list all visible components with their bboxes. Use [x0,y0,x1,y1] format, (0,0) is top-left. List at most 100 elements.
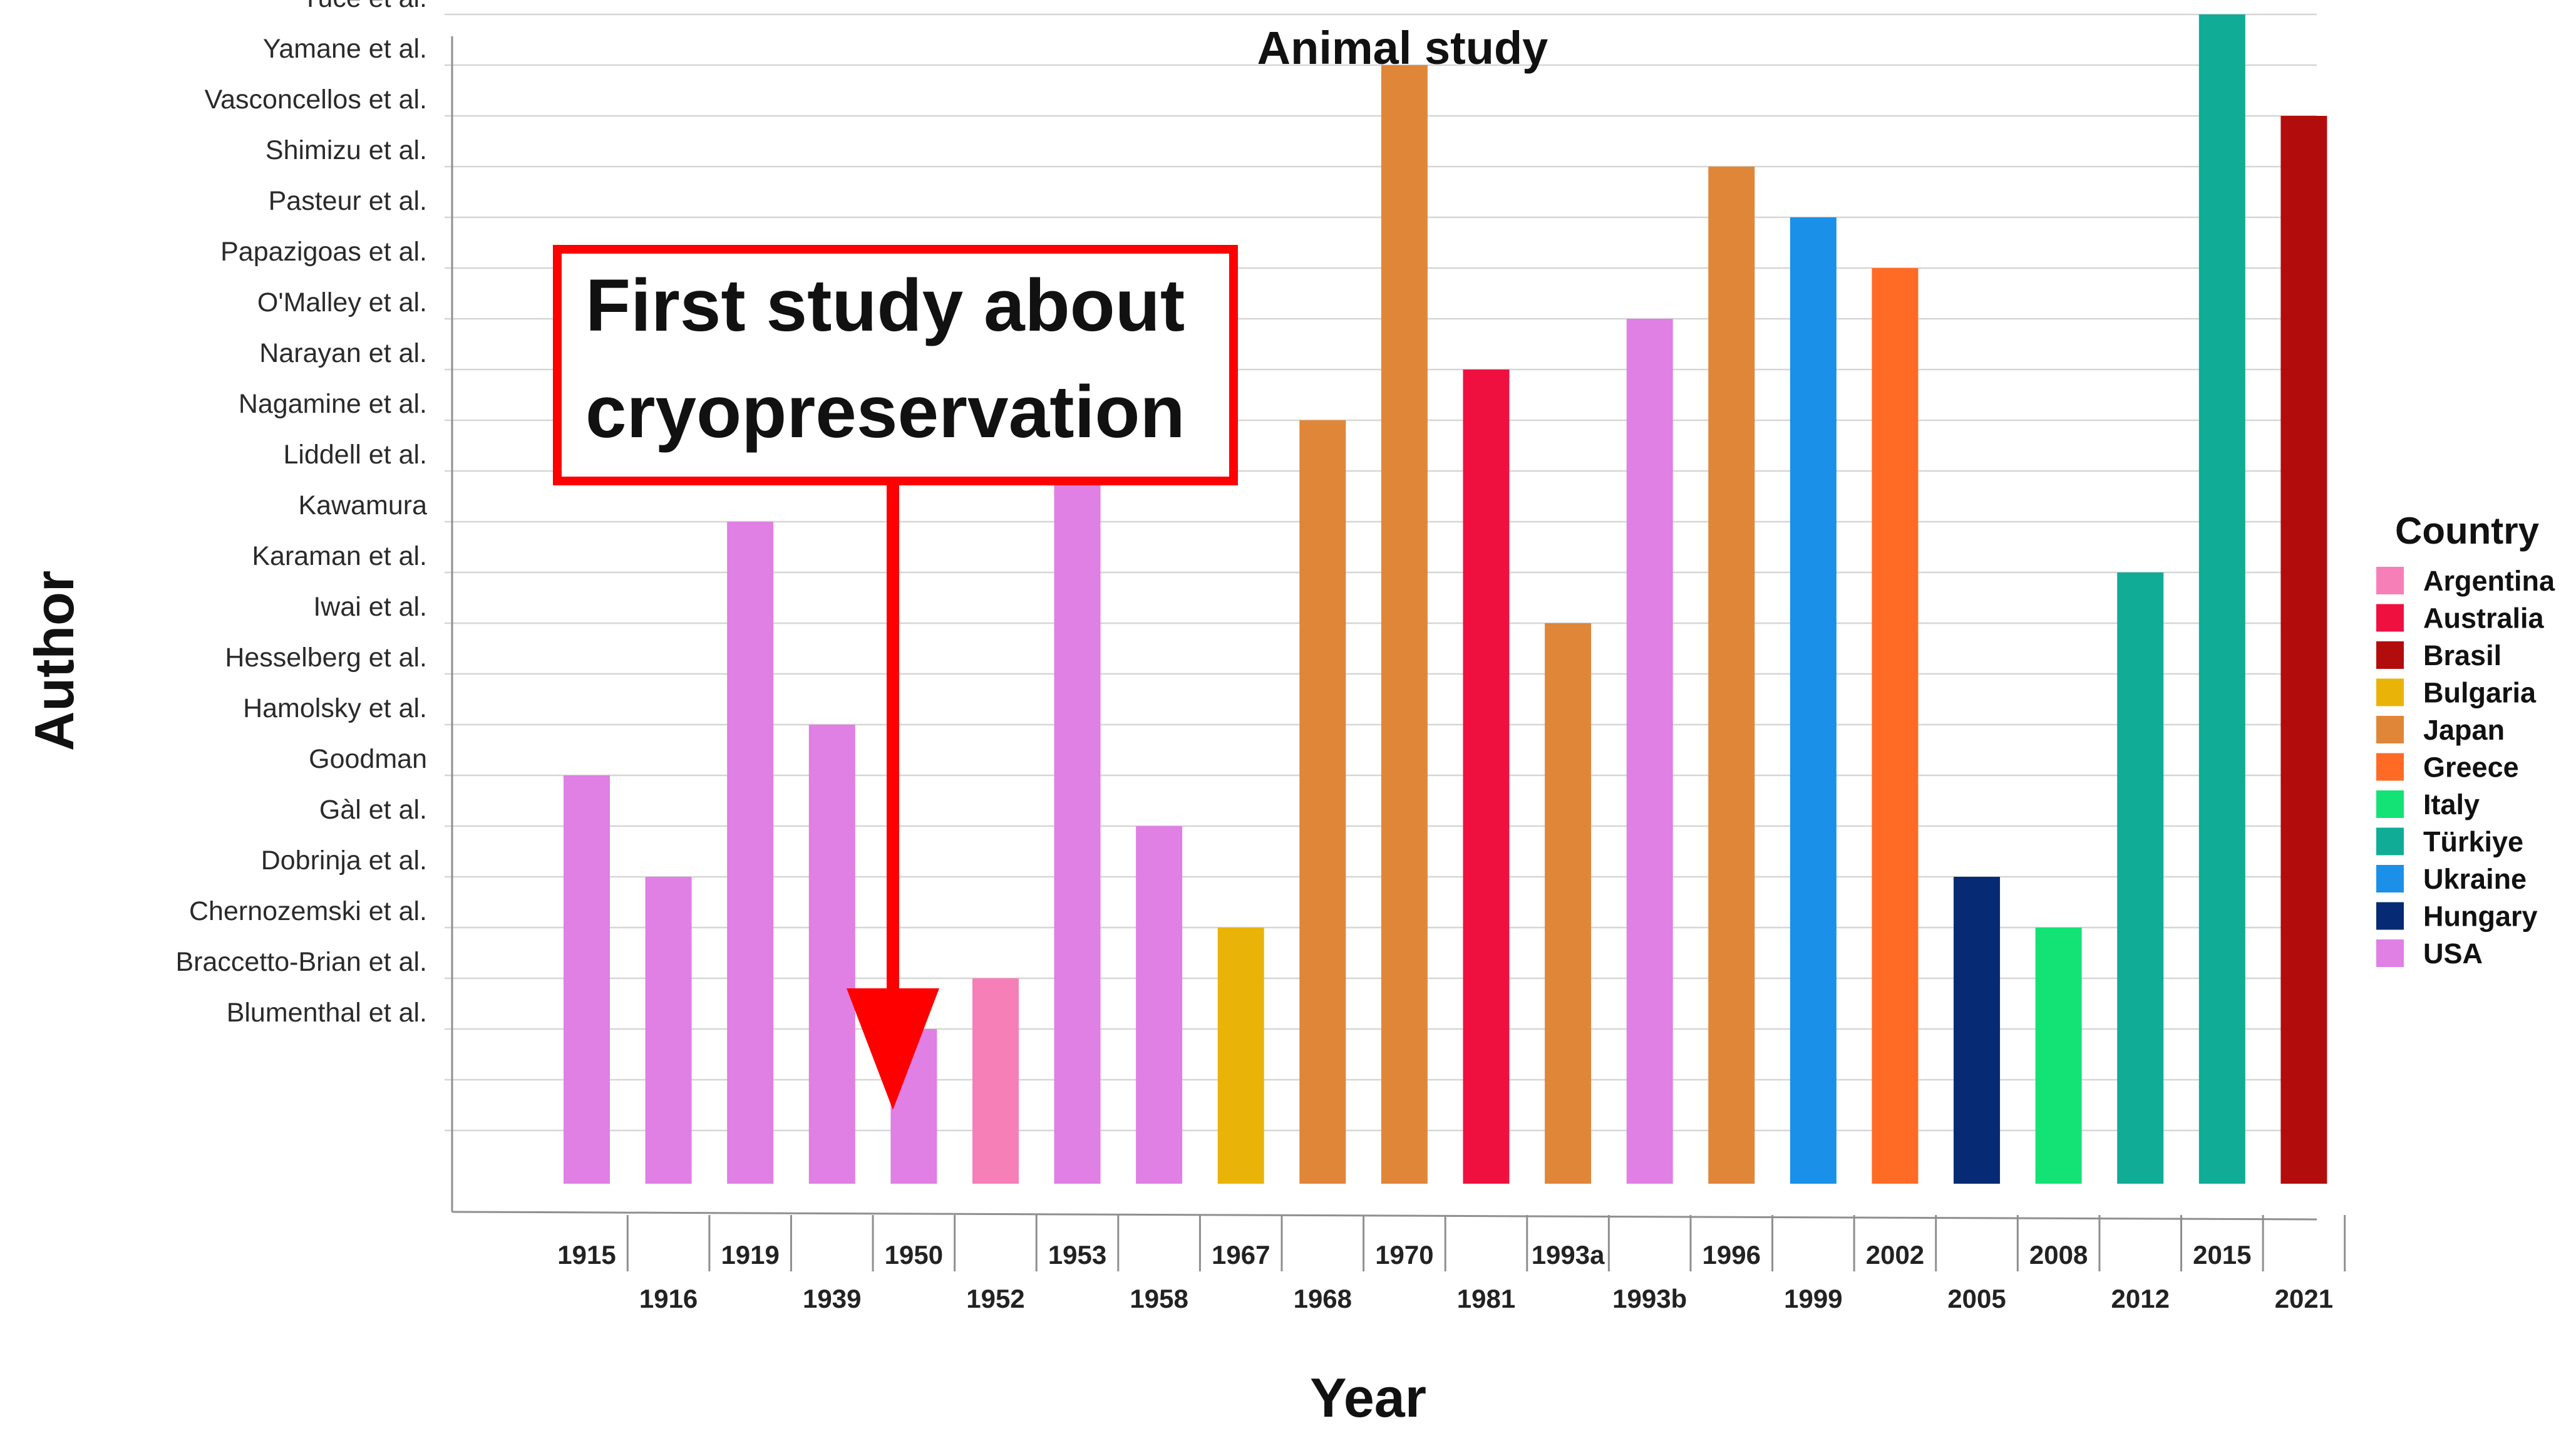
legend-swatch-australia [2376,604,2404,632]
chart-title: Animal study [1257,22,1548,74]
legend-swatch-japan [2376,716,2404,743]
bar-2015 [2198,14,2245,1184]
bar-1993b [1626,319,1673,1184]
x-tick-label-1953: 1953 [1048,1240,1106,1270]
x-tick-label-1993a: 1993a [1532,1240,1605,1270]
x-tick-label-1968: 1968 [1294,1284,1352,1313]
legend-label-turkiye: Türkiye [2423,826,2523,858]
y-tick-labels: Blumenthal et al. Braccetto-Brian et al. C… [175,0,427,1028]
legend-label-japan: Japan [2423,714,2505,746]
legend-label-usa: USA [2423,938,2483,970]
bar-2012 [2117,572,2164,1184]
x-tick-label-1999: 1999 [1784,1284,1842,1313]
annotation-arrowhead [847,988,939,1110]
legend-swatch-argentina [2376,567,2404,594]
bar-1916 [645,877,692,1184]
y-tick-label-karaman-et-al: Karaman et al. [252,541,427,571]
y-tick-label-shimizu-et-al: Shimizu et al. [265,135,427,165]
legend-label-italy: Italy [2423,789,2480,820]
bar-1915 [564,775,610,1184]
bar-1968 [1299,420,1346,1184]
y-tick-label-pasteur-et-al: Pasteur et al. [269,186,427,216]
x-tick-label-1981: 1981 [1457,1284,1515,1313]
legend-label-brasil: Brasil [2423,639,2501,671]
y-tick-label-chernozemski-et-al: Chernozemski et al. [189,896,427,926]
legend-swatch-greece [2376,753,2404,781]
x-tick-label-1915: 1915 [557,1240,616,1270]
bar-1967 [1217,928,1264,1184]
x-tick-label-1950: 1950 [885,1240,943,1270]
legend-label-greece: Greece [2423,752,2519,784]
bar-1993a [1545,623,1592,1184]
legend-swatch-turkiye [2376,827,2404,856]
y-axis-label: Author [23,571,85,751]
bar-1970 [1381,65,1428,1184]
y-tick-label-o-malley-et-al: O'Malley et al. [257,287,427,318]
x-tick-label-2012: 2012 [2111,1284,2170,1313]
annotation-line-2: cryopreservation [585,371,1185,453]
axes [451,36,2346,1271]
bar-1996 [1708,167,1755,1184]
x-axis-label: Year [1310,1367,1426,1429]
x-tick-label-1952: 1952 [966,1284,1024,1313]
y-tick-label-blumenthal-et-al: Blumenthal et al. [227,998,427,1028]
y-tick-label-kawamura: Kawamura [298,490,427,520]
annotation-callout: First study about cryopreservation [553,245,1238,1110]
legend: Country Argentina Australia Brasil Bulgaria… [2376,510,2555,970]
x-tick-label-2008: 2008 [2029,1240,2088,1270]
x-tick-label-1916: 1916 [639,1284,698,1313]
bar-2005 [1954,877,2001,1184]
y-tick-label-hamolsky-et-al: Hamolsky et al. [243,693,427,723]
bar-1981 [1463,370,1510,1184]
x-tick-label-1939: 1939 [803,1284,861,1313]
y-tick-label-braccetto-brian-et-al: Braccetto-Brian et al. [175,947,427,977]
x-tick-label-2002: 2002 [1866,1240,1924,1270]
legend-swatch-brasil [2376,641,2404,669]
x-tick-label-1996: 1996 [1703,1240,1761,1270]
y-tick-label-nagamine-et-al: Nagamine et al. [239,389,427,419]
y-tick-label-yuce-et-al: Yuce et al. [301,0,427,13]
legend-swatch-ukraine [2376,865,2404,892]
x-tick-label-1970: 1970 [1375,1240,1433,1270]
y-tick-label-liddell-et-al: Liddell et al. [284,440,428,470]
y-tick-label-dobrinja-et-al: Dobrinja et al. [261,846,427,876]
legend-swatch-italy [2376,790,2404,818]
bar-1958 [1136,826,1183,1184]
legend-swatch-bulgaria [2376,678,2404,706]
legend-label-ukraine: Ukraine [2423,863,2527,895]
bar-1952 [972,978,1019,1184]
y-tick-label-vasconcellos-et-al: Vasconcellos et al. [205,85,427,115]
x-tick-label-1958: 1958 [1130,1284,1188,1313]
y-tick-label-papazigoas-et-al: Papazigoas et al. [220,237,427,267]
y-tick-label-yamane-et-al: Yamane et al. [263,34,427,64]
y-tick-label-iwai-et-al: Iwai et al. [313,592,427,622]
x-tick-label-1967: 1967 [1212,1240,1270,1270]
x-tick-label-1919: 1919 [721,1240,779,1270]
y-tick-label-hesselberg-et-al: Hesselberg et al. [225,643,427,673]
legend-swatch-hungary [2376,902,2404,930]
legend-label-australia: Australia [2423,603,2545,634]
x-tick-label-1993b: 1993b [1612,1284,1687,1313]
y-tick-label-gal-et-al: Gàl et al. [319,795,427,825]
legend-label-argentina: Argentina [2423,565,2555,597]
bar-2021 [2280,116,2327,1184]
bar-1939 [808,725,855,1184]
annotation-box [553,245,1238,485]
bar-1999 [1790,217,1837,1184]
y-tick-label-narayan-et-al: Narayan et al. [259,338,427,368]
x-axis-line [451,1211,2317,1221]
x-tick-labels: 1915 1916 1919 1939 1950 1952 1953 1958 1967 1968… [557,1240,2333,1313]
legend-items: Argentina Australia Brasil Bulgaria Japan Gre… [2376,565,2555,970]
x-tick-label-2015: 2015 [2193,1240,2251,1270]
legend-title: Country [2395,510,2540,552]
bar-1953 [1054,471,1101,1184]
bar-2008 [2035,928,2082,1184]
legend-swatch-usa [2376,939,2404,967]
y-tick-label-goodman: Goodman [309,744,427,774]
bar-1919 [727,522,774,1184]
bar-2002 [1872,268,1919,1184]
x-tick-label-2005: 2005 [1947,1284,2006,1313]
annotation-line-1: First study about [585,264,1185,347]
bars [564,14,2327,1184]
